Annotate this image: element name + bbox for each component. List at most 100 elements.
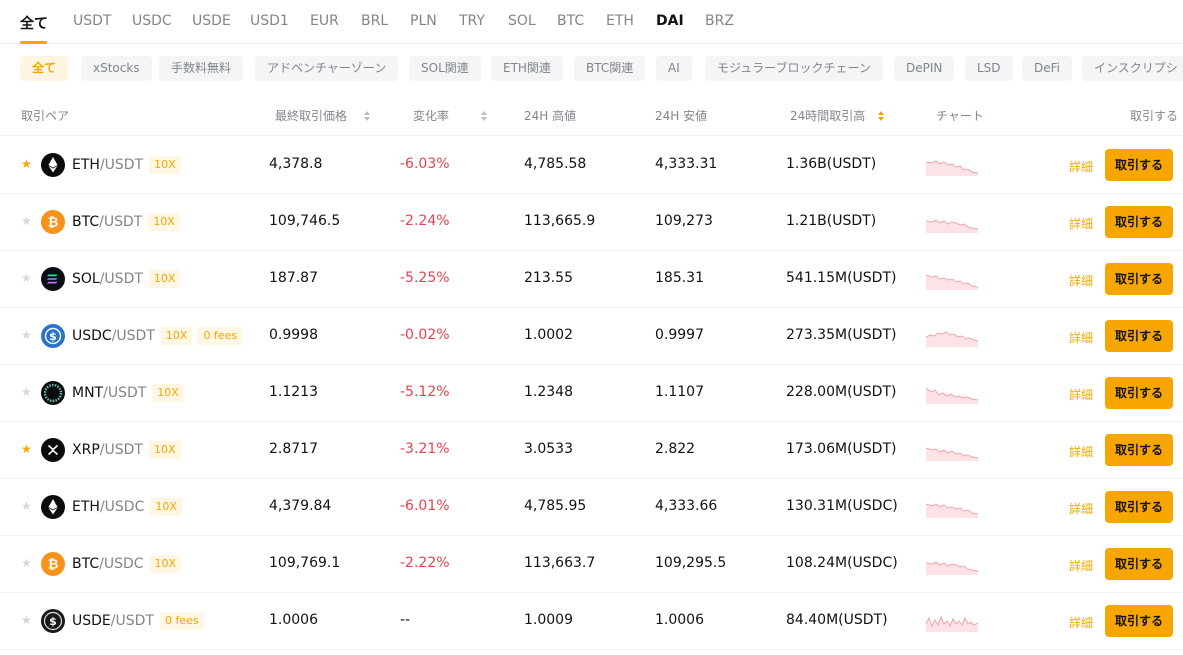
sparkline-chart <box>926 274 978 290</box>
favorite-star-icon[interactable]: ★ <box>21 613 32 627</box>
quote-currency-tabs: 全て USDT USDC USDE USD1 EUR BRL PLN TRY S… <box>0 0 1183 44</box>
trading-pair[interactable]: ETH/USDC 10X <box>72 498 182 516</box>
favorite-star-icon[interactable]: ★ <box>21 556 32 570</box>
category-chip-lsd[interactable]: LSD <box>965 56 1013 81</box>
high-24h: 4,785.58 <box>524 156 587 172</box>
btc-icon: ₿ <box>41 210 65 234</box>
low-24h: 109,295.5 <box>655 555 727 571</box>
detail-link[interactable]: 詳細 <box>1069 274 1094 288</box>
header-24h-volume[interactable]: 24時間取引高 <box>790 109 866 123</box>
trade-button[interactable]: 取引する <box>1105 263 1173 295</box>
quote-tab-brl[interactable]: BRL <box>361 13 389 29</box>
quote-tab-btc[interactable]: BTC <box>557 13 585 29</box>
table-row[interactable]: ★ XRP/USDT 10X 2.8717 -3.21% 3.0533 2.822 173.0… <box>0 422 1183 479</box>
table-row[interactable]: ★ $ USDE/USDT 0 fees 1.0006 -- 1.0009 1.0006 84.… <box>0 593 1183 650</box>
category-chip-defi[interactable]: DeFi <box>1022 56 1072 81</box>
sort-volume-icon[interactable] <box>878 111 884 121</box>
quote-tab-usde[interactable]: USDE <box>192 13 231 29</box>
trade-button[interactable]: 取引する <box>1105 491 1173 523</box>
category-chip-adventure-zone[interactable]: アドベンチャーゾーン <box>255 56 399 81</box>
quote-tab-dai[interactable]: DAI <box>656 13 684 29</box>
table-row[interactable]: ★ ₿ BTC/USDT 10X 109,746.5 -2.24% 113,665.9 109… <box>0 194 1183 251</box>
category-chip-eth[interactable]: ETH関連 <box>491 56 563 81</box>
trading-pair[interactable]: USDC/USDT 10X 0 fees <box>72 327 243 345</box>
quote-tab-sol[interactable]: SOL <box>508 13 536 29</box>
table-row[interactable]: ★ MNT/USDT 10X 1.1213 -5.12% 1.2348 1.1107 228.… <box>0 365 1183 422</box>
sort-last-price-icon[interactable] <box>364 111 370 121</box>
quote-tab-pln[interactable]: PLN <box>410 13 437 29</box>
quote-tab-usd1[interactable]: USD1 <box>250 13 289 29</box>
trade-button[interactable]: 取引する <box>1105 149 1173 181</box>
low-24h: 1.1107 <box>655 384 704 400</box>
mnt-icon <box>41 381 65 405</box>
high-24h: 113,663.7 <box>524 555 596 571</box>
trade-button[interactable]: 取引する <box>1105 548 1173 580</box>
quote-tab-usdc[interactable]: USDC <box>132 13 172 29</box>
trading-pair[interactable]: SOL/USDT 10X <box>72 270 181 288</box>
trading-pair[interactable]: BTC/USDT 10X <box>72 213 180 231</box>
quote-tab-try[interactable]: TRY <box>459 13 485 29</box>
trade-button[interactable]: 取引する <box>1105 605 1173 637</box>
detail-link[interactable]: 詳細 <box>1069 388 1094 402</box>
last-price: 1.1213 <box>269 384 318 400</box>
trade-button[interactable]: 取引する <box>1105 206 1173 238</box>
trading-pair[interactable]: ETH/USDT 10X <box>72 156 181 174</box>
header-last-price[interactable]: 最終取引価格 <box>275 109 348 123</box>
favorite-star-icon[interactable]: ★ <box>21 271 32 285</box>
table-row[interactable]: ★ ₿ BTC/USDC 10X 109,769.1 -2.22% 113,663.7 109… <box>0 536 1183 593</box>
pair-quote: /USDT <box>111 328 155 344</box>
trading-pair[interactable]: BTC/USDC 10X <box>72 555 182 573</box>
table-row[interactable]: ★ SOL/USDT 10X 187.87 -5.25% 213.55 185.31 541.… <box>0 251 1183 308</box>
quote-tab-eth[interactable]: ETH <box>606 13 634 29</box>
change-percent: -2.22% <box>400 555 450 571</box>
category-chip-depin[interactable]: DePIN <box>894 56 955 81</box>
category-chip-fee-free[interactable]: 手数料無料 <box>159 56 244 81</box>
favorite-star-icon[interactable]: ★ <box>21 328 32 342</box>
category-chip-xstocks[interactable]: xStocks <box>81 56 152 81</box>
detail-link[interactable]: 詳細 <box>1069 616 1094 630</box>
quote-tab-eur[interactable]: EUR <box>310 13 339 29</box>
trading-pair[interactable]: XRP/USDT 10X <box>72 441 181 459</box>
table-row[interactable]: ★ ETH/USDC 10X 4,379.84 -6.01% 4,785.95 4,333.… <box>0 479 1183 536</box>
last-price: 109,746.5 <box>269 213 341 229</box>
favorite-star-icon[interactable]: ★ <box>21 157 32 171</box>
detail-link[interactable]: 詳細 <box>1069 559 1094 573</box>
detail-link[interactable]: 詳細 <box>1069 331 1094 345</box>
quote-tab-usdt[interactable]: USDT <box>73 13 112 29</box>
favorite-star-icon[interactable]: ★ <box>21 385 32 399</box>
sparkline-chart <box>926 331 978 347</box>
category-chip-modular-blockchain[interactable]: モジュラーブロックチェーン <box>705 56 883 81</box>
favorite-star-icon[interactable]: ★ <box>21 499 32 513</box>
favorite-star-icon[interactable]: ★ <box>21 442 32 456</box>
detail-link[interactable]: 詳細 <box>1069 502 1094 516</box>
sort-change-icon[interactable] <box>481 111 487 121</box>
low-24h: 1.0006 <box>655 612 704 628</box>
trade-button[interactable]: 取引する <box>1105 377 1173 409</box>
category-chip-all[interactable]: 全て <box>20 56 69 81</box>
quote-tab-brz[interactable]: BRZ <box>705 13 734 29</box>
table-row[interactable]: ★ ETH/USDT 10X 4,378.8 -6.03% 4,785.58 4,333.3… <box>0 137 1183 194</box>
category-chip-ai[interactable]: AI <box>656 56 692 81</box>
detail-link[interactable]: 詳細 <box>1069 160 1094 174</box>
category-chip-sol[interactable]: SOL関連 <box>409 56 481 81</box>
trading-pair[interactable]: USDE/USDT 0 fees <box>72 612 204 630</box>
pair-badge: 0 fees <box>198 327 243 345</box>
category-chip-btc[interactable]: BTC関連 <box>574 56 646 81</box>
favorite-star-icon[interactable]: ★ <box>21 214 32 228</box>
change-percent: -2.24% <box>400 213 450 229</box>
header-change[interactable]: 変化率 <box>413 109 450 123</box>
xrp-icon <box>41 438 65 462</box>
trade-button[interactable]: 取引する <box>1105 434 1173 466</box>
volume-24h: 541.15M(USDT) <box>786 270 897 286</box>
trade-button[interactable]: 取引する <box>1105 320 1173 352</box>
quote-tab-all[interactable]: 全て <box>20 16 48 32</box>
sol-icon <box>41 267 65 291</box>
category-chip-inscriptions[interactable]: インスクリプシ <box>1082 56 1183 81</box>
detail-link[interactable]: 詳細 <box>1069 445 1094 459</box>
category-chips: 全て xStocks 手数料無料 アドベンチャーゾーン SOL関連 ETH関連 … <box>0 56 1183 82</box>
pair-badge: 10X <box>148 270 181 288</box>
table-row[interactable]: ★ $ USDC/USDT 10X 0 fees 0.9998 -0.02% 1.0002 0.… <box>0 308 1183 365</box>
pair-quote: /USDT <box>99 157 144 173</box>
trading-pair[interactable]: MNT/USDT 10X <box>72 384 184 402</box>
detail-link[interactable]: 詳細 <box>1069 217 1094 231</box>
